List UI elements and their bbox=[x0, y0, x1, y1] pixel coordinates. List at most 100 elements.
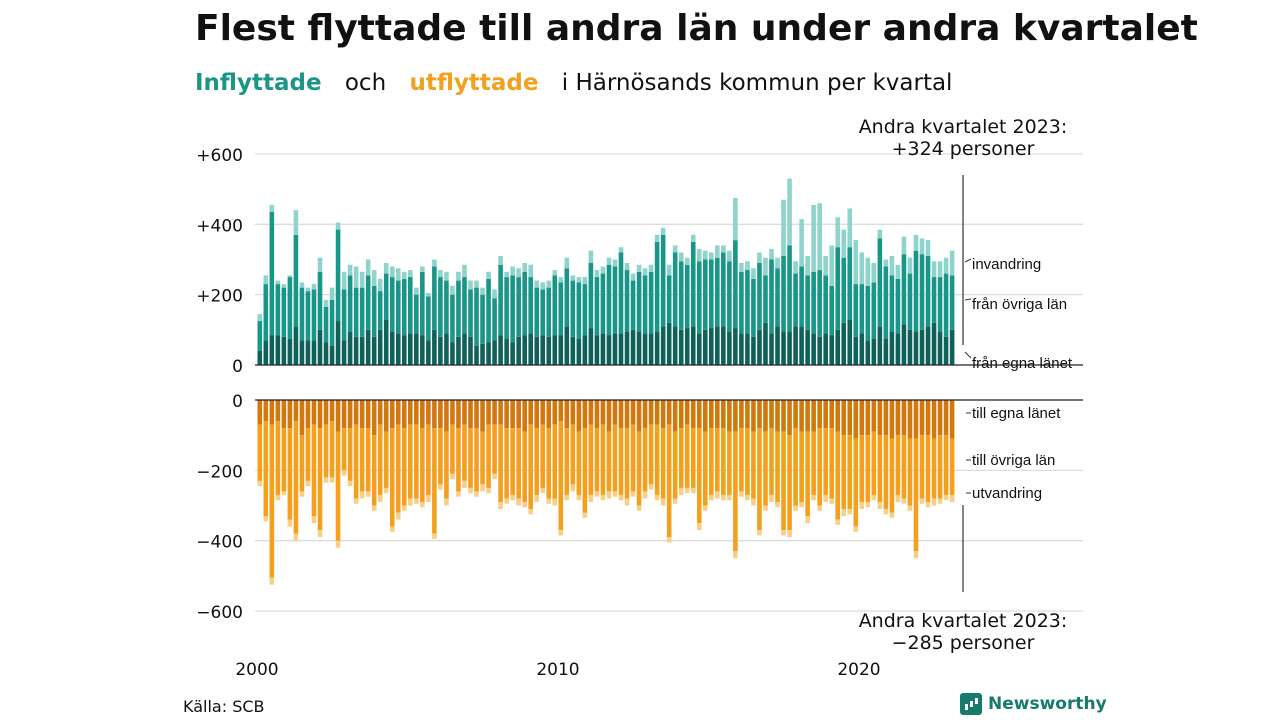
inflow-bar bbox=[275, 335, 281, 365]
inflow-bar bbox=[594, 270, 600, 278]
outflow-bar bbox=[859, 501, 865, 510]
outflow-bar bbox=[389, 526, 395, 532]
outflow-bar bbox=[811, 400, 816, 432]
outflow-bar bbox=[323, 400, 329, 425]
outflow-bar bbox=[287, 519, 293, 527]
inflow-bar bbox=[684, 328, 690, 365]
inflow-bar bbox=[480, 343, 485, 365]
inflow-bar bbox=[937, 277, 943, 332]
inflow-bar bbox=[383, 263, 389, 274]
outflow-bar bbox=[480, 400, 485, 432]
outflow-bar bbox=[618, 428, 624, 495]
inflow-bar bbox=[715, 257, 720, 327]
inflow-bar bbox=[528, 277, 533, 334]
outflow-bar bbox=[383, 487, 389, 494]
inflow-bar bbox=[690, 234, 696, 242]
inflow-bar bbox=[606, 257, 612, 265]
outflow-bar bbox=[492, 473, 497, 480]
outflow-bar bbox=[739, 400, 744, 429]
outflow-bar bbox=[468, 428, 473, 488]
outflow-bar bbox=[817, 400, 822, 429]
legend-outflow-label: utvandring bbox=[972, 485, 1042, 502]
inflow-bar bbox=[359, 336, 365, 365]
outflow-bar bbox=[257, 480, 263, 487]
inflow-bar bbox=[275, 284, 281, 336]
inflow-bar bbox=[540, 289, 546, 336]
inflow-bar bbox=[263, 340, 269, 365]
inflow-bar bbox=[769, 333, 774, 365]
outflow-bar bbox=[847, 400, 853, 436]
outflow-bar bbox=[612, 400, 618, 425]
outflow-bar bbox=[516, 400, 521, 429]
inflow-bar bbox=[841, 322, 847, 365]
inflow-bar bbox=[558, 335, 564, 365]
inflow-bar bbox=[522, 271, 527, 336]
outflow-bar bbox=[739, 491, 744, 497]
legend-outflow-label: till egna länet bbox=[972, 405, 1061, 422]
outflow-bar bbox=[709, 494, 714, 501]
outflow-bar bbox=[739, 428, 744, 492]
outflow-bar bbox=[582, 428, 588, 513]
outflow-bar bbox=[462, 400, 467, 425]
outflow-bar bbox=[570, 484, 576, 492]
outflow-bar bbox=[365, 491, 371, 497]
outflow-bar bbox=[311, 400, 317, 425]
outflow-bar bbox=[317, 530, 323, 538]
outflow-bar bbox=[931, 438, 937, 499]
annotation-bottom-line1: Andra kvartalet 2023: bbox=[859, 610, 1068, 632]
outflow-bar bbox=[426, 400, 431, 425]
inflow-bar bbox=[377, 291, 383, 330]
inflow-bar bbox=[913, 331, 919, 365]
inflow-bar bbox=[751, 336, 756, 365]
outflow-bar bbox=[727, 494, 732, 501]
inflow-bar bbox=[408, 333, 413, 365]
outflow-bar bbox=[450, 400, 455, 425]
inflow-bar bbox=[799, 326, 804, 365]
inflow-bar bbox=[901, 324, 907, 365]
outflow-bar bbox=[943, 435, 949, 495]
outflow-bar bbox=[757, 530, 762, 536]
outflow-bar bbox=[907, 505, 913, 511]
outflow-bar bbox=[889, 512, 895, 518]
outflow-bar bbox=[534, 428, 540, 495]
inflow-bar bbox=[925, 326, 931, 365]
outflow-bar bbox=[414, 424, 419, 499]
inflow-bar bbox=[793, 261, 798, 274]
inflow-bar bbox=[901, 236, 907, 255]
inflow-bar bbox=[835, 329, 841, 365]
outflow-bar bbox=[498, 501, 503, 510]
outflow-bar bbox=[564, 494, 570, 501]
outflow-bar bbox=[943, 494, 949, 501]
outflow-bar bbox=[696, 428, 702, 524]
outflow-bar bbox=[829, 428, 834, 499]
outflow-bar bbox=[293, 421, 299, 534]
inflow-bar bbox=[365, 275, 371, 330]
outflow-bar bbox=[588, 424, 594, 495]
outflow-bar bbox=[510, 428, 515, 495]
outflow-bar bbox=[666, 400, 672, 425]
outflow-bar bbox=[305, 428, 311, 481]
inflow-bar bbox=[414, 333, 419, 365]
inflow-bar bbox=[937, 261, 943, 278]
inflow-bar bbox=[823, 275, 828, 334]
outflow-bar bbox=[733, 551, 738, 559]
outflow-bar bbox=[474, 428, 479, 492]
inflow-bar bbox=[293, 210, 299, 235]
inflow-bar bbox=[859, 284, 865, 334]
inflow-bar bbox=[690, 326, 696, 365]
inflow-bar bbox=[630, 280, 636, 330]
outflow-bar bbox=[401, 400, 407, 429]
inflow-bar bbox=[721, 245, 726, 253]
outflow-bar bbox=[841, 435, 847, 510]
inflow-bar bbox=[353, 336, 359, 365]
inflow-bar bbox=[299, 287, 305, 341]
inflow-bar bbox=[805, 275, 810, 330]
outflow-bar bbox=[528, 400, 533, 425]
inflow-bar bbox=[648, 271, 654, 334]
annotation-top-line1: Andra kvartalet 2023: bbox=[859, 116, 1068, 138]
outflow-bar bbox=[919, 400, 925, 436]
inflow-bar bbox=[600, 266, 606, 274]
inflow-bar bbox=[757, 263, 762, 330]
inflow-bar bbox=[666, 322, 672, 365]
outflow-bar bbox=[329, 400, 335, 422]
